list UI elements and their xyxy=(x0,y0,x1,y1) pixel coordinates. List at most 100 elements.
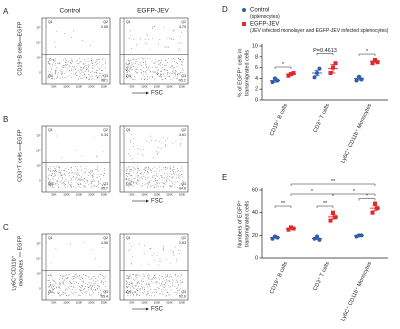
event-dot xyxy=(102,69,103,71)
event-dot xyxy=(152,66,153,68)
event-dot xyxy=(52,171,53,173)
event-dot xyxy=(87,286,89,288)
event-dot xyxy=(127,69,128,70)
event-dot xyxy=(83,185,85,187)
event-dot xyxy=(59,169,60,171)
event-dot xyxy=(137,153,139,155)
legend-marker xyxy=(242,22,246,26)
event-dot xyxy=(126,283,128,284)
event-dot xyxy=(97,155,98,157)
event-dot xyxy=(95,75,97,77)
event-dot xyxy=(87,69,89,71)
quadrant-label: Q4 xyxy=(126,74,131,78)
event-dot xyxy=(132,274,134,275)
event-dot xyxy=(159,75,161,77)
event-dot xyxy=(129,61,130,63)
event-dot xyxy=(147,274,148,276)
x-tick-label: 150K xyxy=(76,301,83,305)
event-dot xyxy=(140,79,142,80)
event-dot xyxy=(96,63,98,64)
event-dot xyxy=(182,184,184,186)
event-dot xyxy=(169,168,171,170)
event-dot xyxy=(49,274,51,276)
event-dot xyxy=(145,58,147,60)
event-dot xyxy=(126,171,128,172)
event-dot xyxy=(78,173,80,175)
quadrant-label: Q4 xyxy=(48,290,53,294)
event-dot xyxy=(73,176,75,177)
x-tick-label: 250K xyxy=(179,193,186,197)
event-dot xyxy=(55,171,57,173)
x-tick-label: 100K xyxy=(63,193,70,197)
event-dot xyxy=(173,253,175,255)
event-dot xyxy=(130,184,131,186)
quadrant-label: Q2 xyxy=(103,236,108,240)
event-dot xyxy=(143,176,145,177)
quadrant-label: Q1 xyxy=(126,128,131,132)
event-dot xyxy=(64,62,66,63)
event-dot xyxy=(155,278,157,280)
event-dot xyxy=(152,71,154,73)
event-dot xyxy=(165,59,167,61)
event-dot xyxy=(54,292,55,294)
event-dot xyxy=(56,66,58,68)
event-dot xyxy=(79,175,80,176)
event-dot xyxy=(59,278,60,280)
event-dot xyxy=(128,66,129,68)
y-tick-label: 10⁴ xyxy=(36,41,41,45)
event-dot xyxy=(47,60,49,62)
event-dot xyxy=(154,275,155,277)
event-dot xyxy=(66,288,68,290)
event-dot xyxy=(68,64,70,66)
event-dot xyxy=(167,275,169,277)
event-dot xyxy=(61,281,63,283)
event-dot xyxy=(91,187,93,189)
event-dot xyxy=(129,60,131,62)
event-dot xyxy=(146,171,148,173)
event-dot xyxy=(86,68,88,70)
event-dot xyxy=(64,173,66,174)
event-dot xyxy=(161,282,163,284)
event-dot xyxy=(75,150,77,151)
event-dot xyxy=(74,171,76,173)
event-dot xyxy=(103,172,105,174)
event-dot xyxy=(95,258,96,260)
event-dot xyxy=(86,168,88,170)
event-dot xyxy=(130,263,132,265)
event-dot xyxy=(91,175,93,177)
event-dot xyxy=(161,283,163,285)
event-dot xyxy=(127,60,129,61)
event-dot xyxy=(48,74,50,76)
event-dot xyxy=(75,277,77,278)
event-dot xyxy=(66,294,68,296)
event-dot xyxy=(166,64,167,66)
y-tick-label: 10³ xyxy=(36,56,40,60)
event-dot xyxy=(130,175,132,176)
quadrant-label: Q2 xyxy=(103,128,108,132)
data-point xyxy=(370,210,375,215)
event-dot xyxy=(64,175,66,176)
event-dot xyxy=(174,181,176,183)
y-tick-label: 10⁴ xyxy=(36,149,41,153)
event-dot xyxy=(50,71,52,73)
column-header: EGFP-JEV xyxy=(137,8,169,15)
event-dot xyxy=(131,277,132,279)
event-dot xyxy=(145,60,147,62)
event-dot xyxy=(98,183,99,185)
event-dot xyxy=(79,69,81,70)
significance-label: * xyxy=(366,49,369,55)
event-dot xyxy=(163,65,165,67)
event-dot xyxy=(144,166,146,168)
event-dot xyxy=(62,174,63,176)
event-dot xyxy=(67,278,69,280)
event-dot xyxy=(76,174,78,175)
legend-marker xyxy=(242,8,246,12)
event-dot xyxy=(170,39,172,40)
event-dot xyxy=(138,169,140,171)
event-dot xyxy=(83,66,85,68)
event-dot xyxy=(163,247,164,249)
event-dot xyxy=(170,38,172,39)
event-dot xyxy=(102,184,103,186)
event-dot xyxy=(78,184,79,185)
event-dot xyxy=(59,282,60,284)
